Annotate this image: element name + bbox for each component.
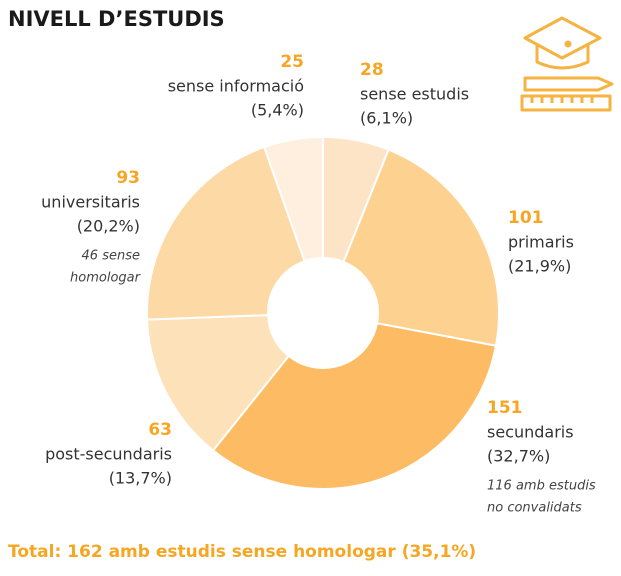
- value-label: 25: [280, 52, 304, 72]
- value-label: 28: [360, 60, 384, 80]
- share-label: (32,7%): [487, 447, 550, 466]
- category-label: secundaris: [487, 423, 574, 442]
- category-label: sense informació: [168, 77, 304, 96]
- note: homologar: [70, 271, 142, 286]
- value-label: 101: [508, 208, 544, 228]
- share-label: (5,4%): [251, 101, 304, 120]
- share-label: (13,7%): [109, 469, 172, 488]
- education-icon: [520, 16, 614, 112]
- category-label: sense estudis: [360, 85, 469, 104]
- footer: Total: 162 amb estudis sense homologar (…: [8, 542, 476, 562]
- donut-segment: [146, 145, 306, 321]
- donut-segment: [146, 314, 291, 452]
- value-label: 93: [116, 168, 140, 188]
- note: no convalidats: [487, 501, 582, 516]
- category-label: universitaris: [41, 193, 140, 212]
- share-label: (6,1%): [360, 109, 413, 128]
- category-label: primaris: [508, 233, 574, 252]
- note: 46 sense: [82, 249, 140, 264]
- note: 116 amb estudis: [487, 479, 596, 494]
- share-label: (21,9%): [508, 257, 571, 276]
- donut-segment: [262, 135, 324, 263]
- donut-segment: [342, 148, 500, 347]
- category-label: post-secundaris: [45, 445, 172, 464]
- share-label: (20,2%): [77, 217, 140, 236]
- value-label: 151: [487, 398, 523, 418]
- donut-segment: [211, 322, 498, 490]
- value-label: 63: [148, 420, 172, 440]
- chart-title: NIVELL D’ESTUDIS: [8, 7, 225, 31]
